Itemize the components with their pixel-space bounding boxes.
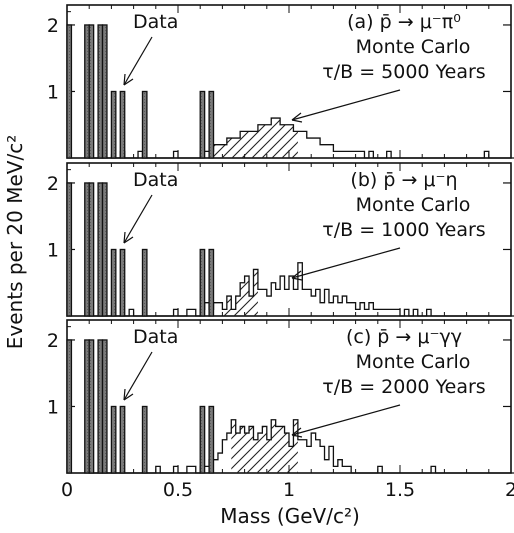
lifetime-label: τ/B = 1000 Years (322, 219, 485, 241)
data-bar (84, 24, 90, 159)
data-label: Data (133, 11, 178, 33)
mc-arrow (291, 89, 401, 121)
y-tick-label: 1 (47, 396, 59, 418)
data-arrow-head (123, 388, 134, 401)
x-tick-label: 1 (283, 479, 295, 501)
data-arrow (123, 194, 153, 244)
data-bar (110, 90, 117, 159)
data-bar (208, 405, 215, 474)
data-bar (119, 90, 126, 159)
data-bar (208, 248, 215, 317)
mc-arrow-head (291, 112, 303, 123)
mc-arrow-head (291, 270, 303, 281)
lifetime-label: τ/B = 5000 Years (322, 61, 485, 83)
data-bar (101, 339, 108, 474)
monte-carlo-label: Monte Carlo (356, 351, 471, 373)
y-tick-label: 2 (47, 15, 59, 37)
data-arrow (123, 351, 153, 401)
data-bar (119, 248, 126, 317)
y-tick-label: 2 (47, 173, 59, 195)
mc-hatched-region (213, 118, 298, 158)
lifetime-label: τ/B = 2000 Years (322, 376, 485, 398)
mc-arrow (291, 247, 401, 279)
mc-histogram-line (89, 262, 514, 317)
data-bar (141, 405, 148, 474)
monte-carlo-label: Monte Carlo (356, 36, 471, 58)
data-bar (208, 90, 215, 159)
data-bar (199, 405, 206, 474)
data-bar (97, 339, 104, 474)
monte-carlo-label: Monte Carlo (356, 194, 471, 216)
panels: 1 2 Data (a) p̄ → μ⁻π⁰ Monte Carlo τ/B = 5000… (47, 4, 514, 474)
data-bar (97, 24, 104, 159)
reaction-label: (a) p̄ → μ⁻π⁰ (347, 11, 461, 33)
x-tick-label: 2 (505, 479, 514, 501)
data-label: Data (133, 169, 178, 191)
data-bar (101, 24, 108, 159)
data-bar (141, 248, 148, 317)
data-arrow (123, 36, 153, 86)
x-axis-label: Mass (GeV/c²) (220, 504, 360, 528)
panel-a: 1 2 Data (a) p̄ → μ⁻π⁰ Monte Carlo τ/B = 5000… (47, 4, 514, 159)
x-tick-label: 1.5 (385, 479, 415, 501)
mc-histogram-line (89, 117, 514, 159)
x-tick-label: 0.5 (163, 479, 193, 501)
mc-hatched-region (231, 419, 298, 473)
data-bar (88, 339, 95, 474)
data-bar (199, 248, 206, 317)
reaction-label: (c) p̄ → μ⁻γγ (346, 326, 462, 348)
data-bar (66, 24, 73, 159)
data-bar (110, 405, 117, 474)
mc-arrow (291, 404, 401, 436)
data-arrow-head (123, 73, 134, 86)
data-bar (110, 248, 117, 317)
y-tick-label: 2 (47, 330, 59, 352)
mc-arrow-head (291, 427, 303, 438)
data-bar (84, 182, 90, 317)
reaction-label: (b) p̄ → μ⁻η (350, 169, 457, 191)
mc-histogram-line (89, 419, 514, 474)
data-bar (119, 405, 126, 474)
panel-c: 1 2 Data (c) p̄ → μ⁻γγ Monte Carlo τ/B = 2000… (47, 319, 514, 474)
data-bar (97, 182, 104, 317)
y-axis-label: Events per 20 MeV/c² (3, 135, 27, 349)
data-bar (88, 182, 95, 317)
data-bar (84, 339, 90, 474)
y-tick-label: 1 (47, 81, 59, 103)
panel-b: 1 2 Data (b) p̄ → μ⁻η Monte Carlo τ/B = 1000 … (47, 162, 514, 317)
x-axis: 0 0.5 1 1.5 2 (61, 479, 514, 501)
y-tick-label: 1 (47, 239, 59, 261)
data-bar (66, 182, 73, 317)
data-bar (88, 24, 95, 159)
x-tick-label: 0 (61, 479, 73, 501)
data-label: Data (133, 326, 178, 348)
data-bar (141, 90, 148, 159)
data-arrow-head (123, 231, 134, 244)
data-bar (66, 339, 73, 474)
data-bar (101, 182, 108, 317)
data-bar (199, 90, 206, 159)
